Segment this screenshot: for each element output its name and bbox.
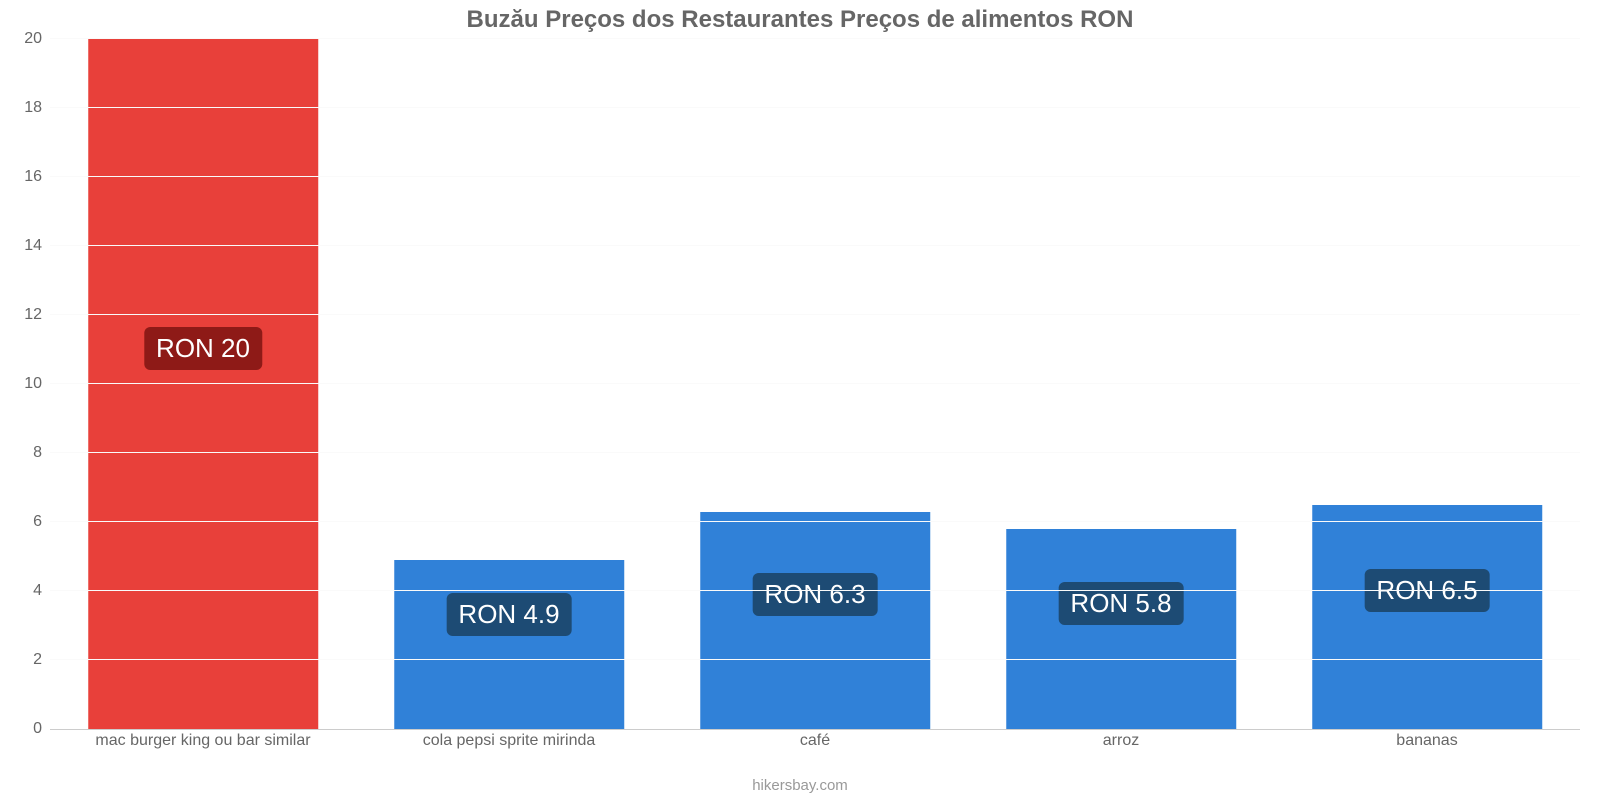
bar-arroz: RON 5.8: [1006, 529, 1236, 729]
y-tick-label: 6: [33, 513, 50, 531]
value-badge: RON 5.8: [1058, 582, 1183, 625]
y-tick-label: 8: [33, 444, 50, 462]
bar-cola: RON 4.9: [394, 560, 624, 729]
grid-line: [50, 245, 1580, 246]
bar-bananas: RON 6.5: [1312, 505, 1542, 729]
grid-line: [50, 107, 1580, 108]
bar-slot: RON 6.5: [1274, 40, 1580, 729]
grid-line: [50, 659, 1580, 660]
y-tick-label: 0: [33, 720, 50, 738]
bar-slot: RON 6.3: [662, 40, 968, 729]
x-label: cola pepsi sprite mirinda: [356, 732, 662, 750]
grid-line: [50, 521, 1580, 522]
bar-cafe: RON 6.3: [700, 512, 930, 729]
y-tick-label: 10: [24, 375, 50, 393]
x-label: bananas: [1274, 732, 1580, 750]
x-label: café: [662, 732, 968, 750]
y-tick-label: 12: [24, 306, 50, 324]
grid-line: [50, 383, 1580, 384]
x-label: arroz: [968, 732, 1274, 750]
y-tick-label: 20: [24, 30, 50, 48]
chart-title: Buzău Preços dos Restaurantes Preços de …: [0, 6, 1600, 34]
grid-line: [50, 38, 1580, 39]
y-tick-label: 4: [33, 582, 50, 600]
bar-slot: RON 20: [50, 40, 356, 729]
x-axis-labels: mac burger king ou bar similar cola peps…: [50, 732, 1580, 750]
bar-slot: RON 4.9: [356, 40, 662, 729]
value-badge: RON 4.9: [446, 593, 571, 636]
grid-line: [50, 452, 1580, 453]
footer-credit: hikersbay.com: [0, 777, 1600, 794]
bar-slot: RON 5.8: [968, 40, 1274, 729]
grid-line: [50, 176, 1580, 177]
value-badge: RON 20: [144, 327, 262, 370]
y-tick-label: 14: [24, 237, 50, 255]
y-tick-label: 18: [24, 99, 50, 117]
grid-line: [50, 314, 1580, 315]
value-badge: RON 6.3: [752, 573, 877, 616]
chart-container: Buzău Preços dos Restaurantes Preços de …: [0, 0, 1600, 800]
bar-mac-burger: RON 20: [88, 39, 318, 729]
grid-line: [50, 590, 1580, 591]
y-tick-label: 16: [24, 168, 50, 186]
bars-group: RON 20 RON 4.9 RON 6.3 RON 5.8 R: [50, 40, 1580, 729]
x-label: mac burger king ou bar similar: [50, 732, 356, 750]
plot-area: RON 20 RON 4.9 RON 6.3 RON 5.8 R: [50, 40, 1580, 730]
y-tick-label: 2: [33, 651, 50, 669]
